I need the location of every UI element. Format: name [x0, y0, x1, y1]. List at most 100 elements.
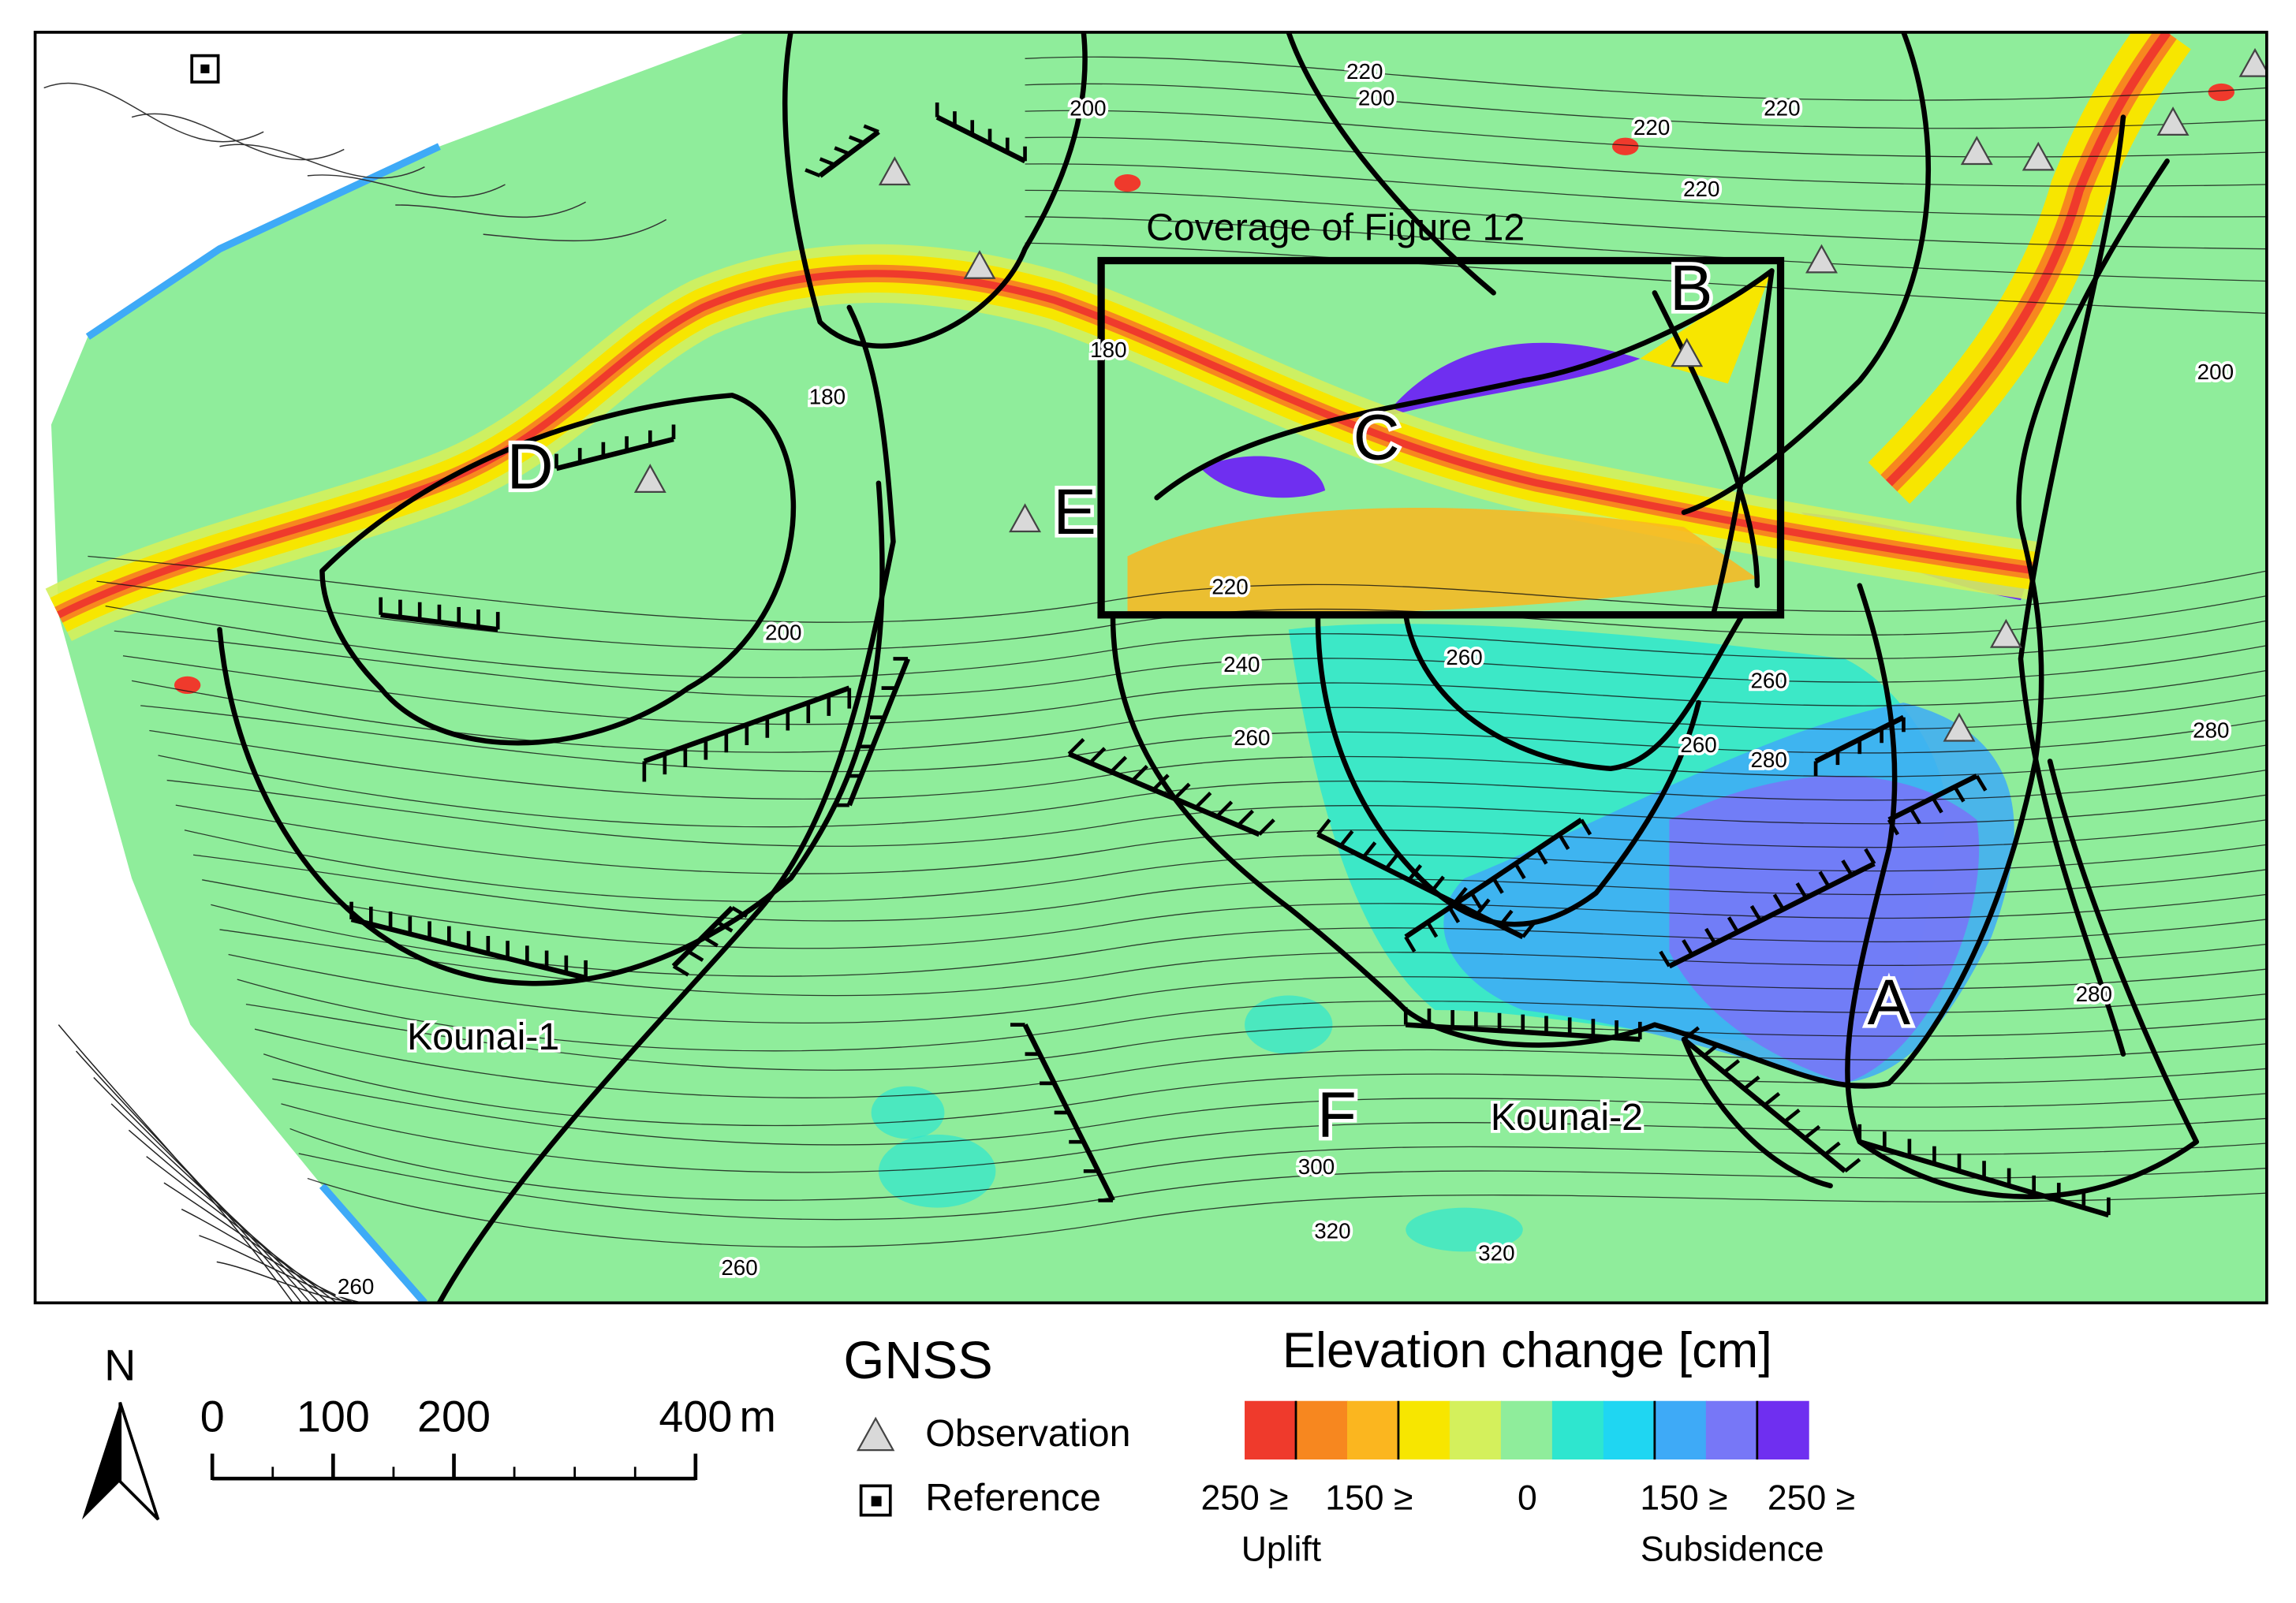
gnss-item-label: Observation: [925, 1412, 1130, 1455]
scarp-tick: [863, 124, 879, 134]
scarp-tick: [1682, 1026, 1700, 1041]
subsidence-patch: [878, 1134, 996, 1208]
color-swatch: [1551, 1400, 1604, 1459]
north-label: N: [104, 1341, 136, 1390]
contour-label: 240: [1223, 652, 1260, 677]
color-swatch: [1654, 1400, 1707, 1459]
base-contour: [181, 1208, 355, 1303]
scarp-tick: [1407, 864, 1423, 882]
landslide-name: Kounai-1: [407, 1016, 559, 1058]
gnss-observation: [878, 156, 911, 186]
color-label: 0: [1518, 1479, 1537, 1518]
color-swatch: [1757, 1400, 1809, 1459]
map-frame: [33, 31, 2268, 1305]
contour-label: 280: [2193, 718, 2229, 743]
contour-line: [237, 979, 2267, 1052]
scarp-tick: [1975, 774, 1988, 792]
contour-line: [1025, 216, 2267, 282]
scarp-tick: [1803, 1124, 1821, 1140]
uplift-patch: [2208, 83, 2235, 102]
contour-line: [1025, 136, 2267, 187]
scarp-tick: [1404, 936, 1417, 952]
scarp-tick: [1173, 782, 1191, 800]
uplift-zone: [1640, 270, 1772, 384]
scarp-tick: [1704, 927, 1717, 945]
gnss-observation: [1009, 503, 1042, 533]
landslide-outline: [1402, 612, 1745, 771]
contour-label: 260: [1446, 645, 1482, 669]
gnss-item-label: Reference: [925, 1477, 1101, 1519]
landslide-outline: [1652, 290, 1760, 588]
color-swatch: [1346, 1400, 1399, 1459]
contour-label: 320: [1478, 1240, 1514, 1265]
contour-label: 260: [1234, 725, 1270, 750]
scarp-tick: [834, 146, 850, 156]
scale-label: 0: [200, 1392, 225, 1441]
base-contour: [199, 1235, 364, 1303]
scarp-tick: [1237, 809, 1254, 827]
contour-line: [202, 879, 2267, 949]
scarp-tick: [1257, 818, 1275, 836]
contour-line: [114, 630, 2267, 698]
scarp-tick: [1953, 785, 1966, 803]
contour-label: 300: [1298, 1154, 1335, 1179]
landslide-outline: [319, 393, 797, 746]
contour-line: [1025, 163, 2267, 218]
color-swatch: [1449, 1400, 1502, 1459]
scarp-tick: [1316, 818, 1331, 836]
scarp-tick: [1384, 852, 1400, 870]
scarp-line: [935, 114, 1027, 164]
scarp-tick: [1864, 848, 1876, 865]
subsidence-patch: [1245, 995, 1333, 1054]
scarp-tick: [731, 906, 749, 919]
gnss-reference-dot: [200, 64, 210, 73]
site-letter: E: [1053, 476, 1096, 548]
coverage-label: Coverage of Figure 12: [1146, 206, 1525, 248]
color-swatch: [1398, 1400, 1450, 1459]
scarp-tick: [819, 157, 836, 167]
scarp-line: [1667, 861, 1876, 969]
legend: N 0 100 200 400 m GNSS Observation Reference Elev…: [81, 1323, 1855, 1569]
scarp-tick: [1727, 916, 1740, 934]
scarp-tick: [1469, 892, 1482, 909]
base-contour: [307, 174, 506, 198]
contour-line: [140, 705, 2267, 773]
contour-label: 260: [1750, 669, 1786, 693]
base-contour: [219, 144, 425, 179]
scarp-line: [846, 658, 911, 807]
scarp-tick: [1772, 893, 1785, 911]
color-label: 150 ≥: [1640, 1479, 1727, 1518]
contour-line: [298, 1153, 2267, 1221]
color-swatch: [1245, 1400, 1297, 1459]
contour-label: 260: [1680, 733, 1716, 757]
scarp-tick: [716, 920, 734, 933]
gnss-observation: [1805, 244, 1838, 274]
scarp-line: [555, 436, 674, 472]
contour-label: 200: [1358, 86, 1394, 110]
landslide-outline: [1154, 268, 1775, 501]
base-contour: [395, 201, 586, 218]
scarp-line: [1316, 832, 1525, 940]
scarp-tick: [1749, 904, 1762, 922]
landslide-outline: [436, 304, 896, 1303]
color-side-label: Uplift: [1241, 1530, 1322, 1569]
contour-line: [245, 1003, 2267, 1071]
landslide-name: Kounai-2: [1491, 1096, 1643, 1139]
contour-label: 280: [2076, 982, 2112, 1006]
contour-line: [105, 606, 2267, 679]
contour-label: 180: [809, 384, 846, 408]
scarp-tick: [1194, 792, 1212, 809]
base-contour: [483, 218, 667, 242]
gnss-observation: [2156, 106, 2190, 136]
site-letter: C: [1353, 401, 1400, 473]
scarp-tick: [1931, 796, 1943, 814]
landslide-outline: [217, 480, 885, 986]
base-contour: [131, 113, 345, 161]
gnss-observation: [2238, 47, 2267, 77]
color-swatch: [1296, 1400, 1348, 1459]
site-letter: F: [1317, 1079, 1357, 1151]
uplift-patch: [1612, 137, 1639, 155]
gnss-observation: [2022, 141, 2055, 171]
